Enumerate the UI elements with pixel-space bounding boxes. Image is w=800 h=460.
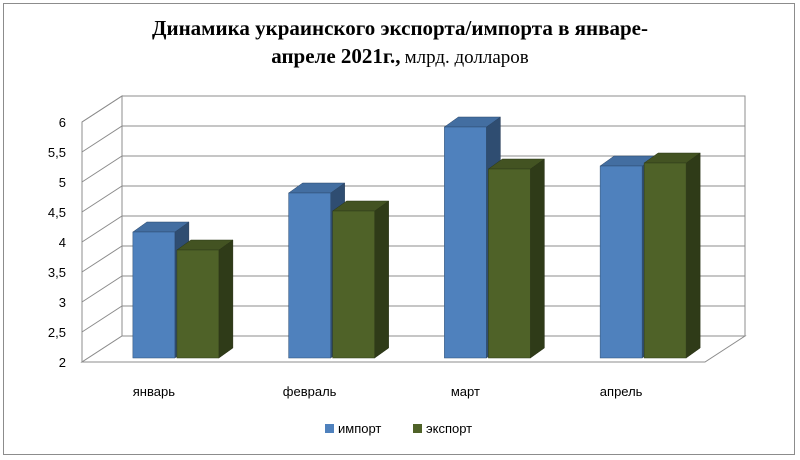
legend-item-импорт: импорт	[325, 421, 381, 436]
bar-front	[643, 162, 687, 359]
chart-legend: импорт экспорт	[325, 421, 472, 436]
bar-front	[176, 249, 220, 359]
legend-label: импорт	[338, 421, 381, 436]
y-tick-label: 5	[59, 175, 66, 190]
y-tick-label: 6	[59, 115, 66, 130]
bar-side	[374, 200, 389, 359]
bar-side	[218, 239, 234, 359]
chart-title-line2-bold: апреле 2021г.,	[271, 44, 401, 68]
x-tick-label: февраль	[283, 384, 337, 399]
bar-front	[288, 192, 331, 359]
y-tick-label: 4,5	[48, 205, 66, 220]
gridline	[81, 125, 745, 153]
y-tick-label: 4	[59, 235, 66, 250]
chart-title-line1: Динамика украинского экспорта/импорта в …	[152, 16, 648, 40]
legend-item-экспорт: экспорт	[413, 421, 472, 436]
x-tick-label: апрель	[600, 384, 643, 399]
bar-front	[444, 126, 487, 359]
chart-title-line2-regular: млрд. долларов	[404, 47, 529, 68]
y-tick-label: 5,5	[48, 145, 66, 160]
bar-side	[685, 152, 701, 359]
legend-swatch	[325, 424, 334, 433]
legend-label: экспорт	[426, 421, 472, 436]
bar-front	[599, 165, 643, 359]
bar-экспорт-январь	[176, 239, 234, 359]
bar-экспорт-апрель	[643, 152, 701, 359]
bar-экспорт-март	[487, 158, 546, 359]
x-tick-label: март	[451, 384, 480, 399]
bar-front	[488, 168, 531, 359]
bar-экспорт-февраль	[331, 200, 390, 359]
bar-front	[132, 231, 176, 359]
y-axis-ticks: 2 2,5 3 3,5 4 4,5 5 5,5 6	[48, 115, 66, 370]
gridline	[81, 155, 745, 183]
y-tick-label: 2	[59, 355, 66, 370]
y-tick-label: 3,5	[48, 265, 66, 280]
x-tick-label: январь	[133, 384, 175, 399]
y-tick-label: 2,5	[48, 325, 66, 340]
bar-front	[332, 210, 375, 359]
chart-title: Динамика украинского экспорта/импорта в …	[0, 14, 800, 73]
bar-side	[530, 158, 545, 359]
y-tick-label: 3	[59, 295, 66, 310]
floor	[80, 335, 747, 363]
gridline	[81, 95, 745, 123]
x-axis-ticks: январь февраль март апрель	[133, 384, 643, 399]
legend-swatch	[413, 424, 422, 433]
chart-bars	[132, 116, 701, 359]
